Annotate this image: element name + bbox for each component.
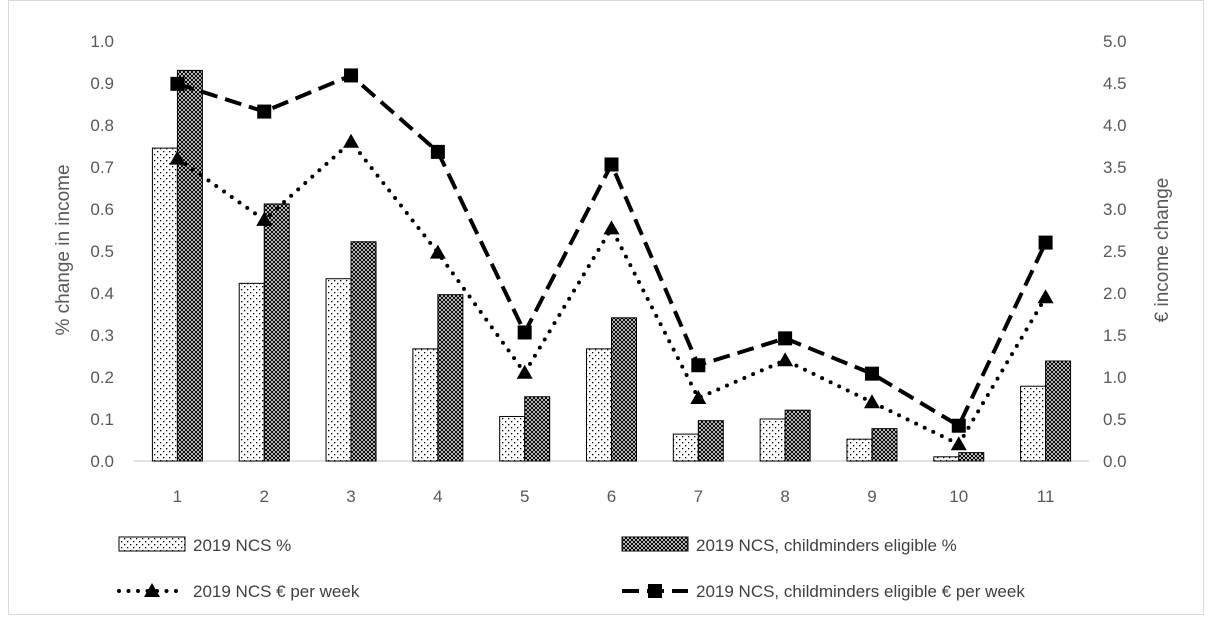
left-axis: 0.0 0.1 0.2 0.3 0.4 0.5 0.6 0.7 0.8 0.9 1.0 bbox=[90, 32, 114, 471]
y2-tick-label: 1.0 bbox=[1103, 368, 1127, 387]
marker-triangle bbox=[256, 211, 273, 226]
y2-tick-label: 5.0 bbox=[1103, 32, 1127, 51]
x-axis: 1 2 3 4 5 6 7 8 9 10 11 bbox=[134, 460, 1089, 506]
bar-ncs-pct bbox=[759, 418, 786, 462]
marker-triangle bbox=[516, 364, 533, 379]
bar-cm-pct bbox=[263, 203, 290, 462]
marker-square bbox=[951, 418, 966, 433]
x-tick-label: 1 bbox=[173, 487, 182, 506]
bar-ncs-pct bbox=[672, 433, 699, 462]
marker-triangle bbox=[169, 150, 186, 165]
bar-cm-pct bbox=[437, 294, 464, 462]
bar-ncs-pct bbox=[412, 348, 439, 462]
legend-label-cm-eur: 2019 NCS, childminders eligible € per we… bbox=[696, 582, 1025, 601]
bar-ncs-pct bbox=[238, 282, 265, 462]
marker-square bbox=[864, 366, 879, 381]
legend-label-ncs-pct: 2019 NCS % bbox=[193, 536, 291, 555]
y-tick-label: 0.2 bbox=[90, 368, 114, 387]
x-tick-label: 8 bbox=[780, 487, 789, 506]
y-tick-label: 0.9 bbox=[90, 74, 114, 93]
y2-tick-label: 4.5 bbox=[1103, 74, 1127, 93]
marker-square bbox=[170, 76, 185, 91]
marker-square bbox=[430, 144, 445, 159]
x-tick-label: 7 bbox=[694, 487, 703, 506]
x-tick-label: 9 bbox=[867, 487, 876, 506]
marker-triangle bbox=[777, 352, 794, 367]
y-tick-label: 0.6 bbox=[90, 200, 114, 219]
legend-marker-square bbox=[648, 584, 662, 598]
marker-square bbox=[1038, 235, 1053, 250]
marker-square bbox=[691, 358, 706, 373]
chart-area bbox=[8, 0, 1204, 615]
bar-cm-pct bbox=[871, 428, 898, 462]
bar-ncs-pct bbox=[325, 278, 352, 462]
right-axis: 0.0 0.5 1.0 1.5 2.0 2.5 3.0 3.5 4.0 4.5 5.0 bbox=[1103, 32, 1127, 471]
x-tick-label: 4 bbox=[433, 487, 442, 506]
y-tick-label: 0.7 bbox=[90, 158, 114, 177]
bar-cm-pct bbox=[697, 420, 724, 462]
bar-cm-pct bbox=[1045, 360, 1072, 462]
y2-axis-title: € income change bbox=[1152, 178, 1173, 323]
bar-ncs-pct bbox=[586, 348, 612, 462]
y-tick-label: 0.3 bbox=[90, 326, 114, 345]
x-tick-label: 3 bbox=[346, 487, 355, 506]
y-tick-label: 1.0 bbox=[90, 32, 114, 51]
bar-cm-pct bbox=[524, 396, 551, 462]
marker-triangle bbox=[1037, 289, 1054, 304]
y2-tick-label: 3.5 bbox=[1103, 158, 1127, 177]
marker-square bbox=[344, 68, 359, 83]
lines-group bbox=[169, 68, 1054, 451]
marker-triangle bbox=[343, 133, 360, 148]
bar-cm-pct bbox=[611, 317, 637, 462]
y2-tick-label: 2.5 bbox=[1103, 242, 1127, 261]
x-tick-label: 2 bbox=[259, 487, 268, 506]
marker-triangle bbox=[863, 394, 880, 409]
legend-swatch-ncs-pct bbox=[118, 536, 186, 552]
bar-cm-pct bbox=[784, 409, 811, 462]
legend-label-cm-pct: 2019 NCS, childminders eligible % bbox=[696, 536, 957, 555]
y2-tick-label: 0.0 bbox=[1103, 452, 1127, 471]
y-tick-label: 0.8 bbox=[90, 116, 114, 135]
bar-ncs-pct bbox=[499, 415, 526, 462]
marker-square bbox=[257, 104, 272, 119]
bar-cm-pct bbox=[350, 241, 377, 462]
bars-group bbox=[151, 69, 1072, 462]
x-tick-label: 6 bbox=[607, 487, 616, 506]
y-tick-label: 0.1 bbox=[90, 410, 114, 429]
marker-square bbox=[517, 325, 532, 340]
y-tick-label: 0.5 bbox=[90, 242, 114, 261]
x-tick-label: 5 bbox=[520, 487, 529, 506]
y2-tick-label: 0.5 bbox=[1103, 410, 1127, 429]
x-tick-label: 11 bbox=[1037, 487, 1055, 506]
bar-cm-pct bbox=[958, 452, 985, 462]
x-tick-label: 10 bbox=[949, 487, 968, 506]
legend-label-ncs-eur: 2019 NCS € per week bbox=[193, 582, 360, 601]
marker-triangle bbox=[690, 390, 707, 404]
y2-tick-label: 1.5 bbox=[1103, 326, 1127, 345]
legend: 2019 NCS % 2019 NCS, childminders eligib… bbox=[117, 536, 1025, 601]
marker-square bbox=[604, 157, 619, 172]
marker-triangle bbox=[603, 220, 620, 235]
bar-cm-pct bbox=[176, 69, 203, 462]
y2-tick-label: 2.0 bbox=[1103, 284, 1127, 303]
y2-tick-label: 3.0 bbox=[1103, 200, 1127, 219]
legend-swatch-cm-pct bbox=[621, 536, 689, 552]
y-tick-label: 0.0 bbox=[90, 452, 114, 471]
marker-triangle bbox=[429, 244, 446, 259]
bar-ncs-pct bbox=[1020, 385, 1047, 462]
y2-tick-label: 4.0 bbox=[1103, 116, 1127, 135]
marker-square bbox=[778, 331, 793, 346]
legend-marker-triangle bbox=[144, 583, 160, 597]
bar-ncs-pct bbox=[846, 438, 873, 462]
y-tick-label: 0.4 bbox=[90, 284, 114, 303]
bar-ncs-pct bbox=[933, 456, 960, 462]
y-axis-title: % change in income bbox=[53, 164, 74, 335]
bar-ncs-pct bbox=[151, 147, 178, 462]
marker-triangle bbox=[950, 436, 967, 451]
